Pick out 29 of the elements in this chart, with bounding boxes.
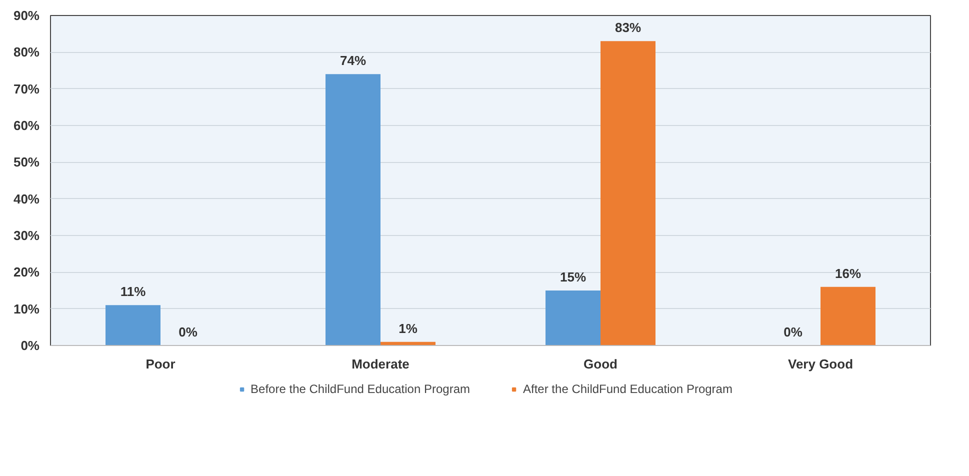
y-tick-label: 30%: [13, 228, 40, 243]
text: 15%: [560, 270, 586, 284]
text: 0%: [178, 324, 198, 340]
legend-label: After the ChildFund Education Program: [523, 382, 732, 396]
bar: [546, 290, 600, 346]
bar: [600, 41, 656, 346]
text: 74%: [340, 53, 366, 68]
y-tick-label: 50%: [13, 154, 40, 170]
text: 83%: [614, 20, 642, 36]
bar: [820, 286, 876, 346]
y-tick-label: 10%: [13, 301, 40, 316]
y-tick-label: 0%: [20, 338, 40, 353]
text: 16%: [834, 266, 862, 281]
y-tick-label: 60%: [13, 118, 40, 133]
y-tick-label: 70%: [13, 81, 40, 96]
x-tick-label: Moderate: [352, 356, 410, 372]
y-tick-label: 80%: [13, 44, 40, 60]
bar: [106, 305, 160, 346]
x-tick-label: Very Good: [788, 356, 854, 372]
text: 1%: [398, 320, 418, 336]
bar: [326, 74, 380, 346]
text: 0%: [784, 324, 802, 340]
x-tick-label: Poor: [146, 356, 176, 372]
text: 11%: [120, 284, 146, 300]
y-tick-label: 20%: [13, 264, 40, 280]
y-tick-label: 90%: [13, 8, 40, 23]
x-tick-label: Good: [584, 356, 618, 372]
y-tick-label: 40%: [13, 191, 40, 206]
legend-label: Before the ChildFund Education Program: [250, 382, 470, 396]
